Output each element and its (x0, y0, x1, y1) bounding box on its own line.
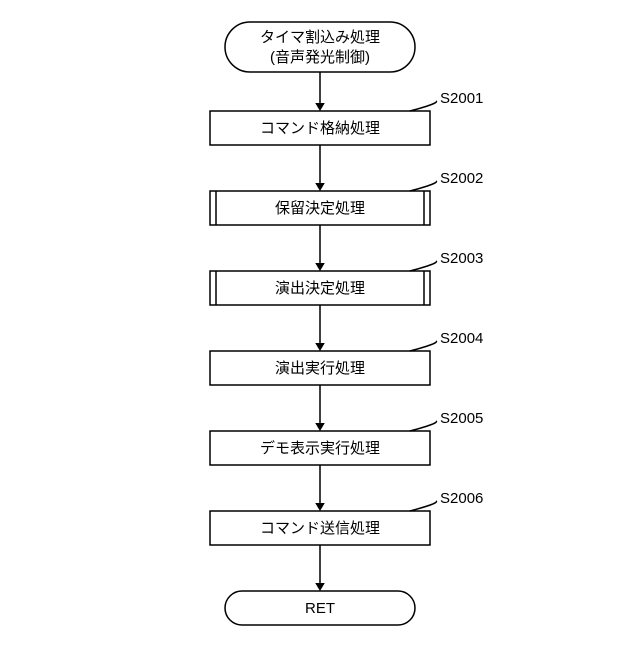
step-leader (410, 181, 436, 191)
arrow-head (315, 263, 325, 271)
arrow-head (315, 583, 325, 591)
flow-node-start: タイマ割込み処理 (音声発光制御) (225, 22, 415, 72)
step-label: S2001 (440, 90, 483, 107)
process-label: 演出決定処理 (275, 280, 365, 297)
step-label: S2005 (440, 410, 483, 427)
arrow-head (315, 183, 325, 191)
terminal-title-line1: タイマ割込み処理 (260, 29, 380, 46)
terminal-end-label: RET (305, 600, 335, 617)
flow-node-s5: デモ表示実行処理 S2005 (210, 410, 483, 465)
step-leader (410, 421, 436, 431)
flow-node-s1: コマンド格納処理 S2001 (210, 90, 483, 145)
step-label: S2004 (440, 330, 483, 347)
process-label: 保留決定処理 (275, 200, 365, 217)
arrow-head (315, 503, 325, 511)
process-label: コマンド送信処理 (260, 520, 380, 537)
flow-node-s4: 演出実行処理 S2004 (210, 330, 483, 385)
flow-node-s3: 演出決定処理 S2003 (210, 250, 483, 305)
flow-node-s2: 保留決定処理 S2002 (210, 170, 483, 225)
arrow-head (315, 103, 325, 111)
process-label: コマンド格納処理 (260, 120, 380, 137)
flowchart: タイマ割込み処理 (音声発光制御) コマンド格納処理 S2001 保留決定処理 S2002… (0, 0, 640, 666)
arrow-head (315, 423, 325, 431)
step-leader (410, 501, 436, 511)
step-label: S2002 (440, 170, 483, 187)
process-label: 演出実行処理 (275, 360, 365, 377)
step-label: S2003 (440, 250, 483, 267)
step-label: S2006 (440, 490, 483, 507)
step-leader (410, 101, 436, 111)
arrow-head (315, 343, 325, 351)
flow-node-end: RET (225, 591, 415, 625)
step-leader (410, 341, 436, 351)
step-leader (410, 261, 436, 271)
terminal-title-line2: (音声発光制御) (270, 48, 370, 66)
flow-node-s6: コマンド送信処理 S2006 (210, 490, 483, 545)
process-label: デモ表示実行処理 (260, 439, 380, 457)
